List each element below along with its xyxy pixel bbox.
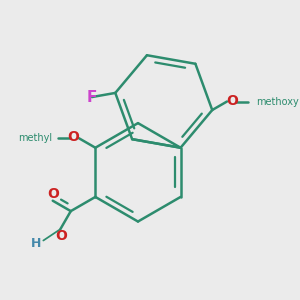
- Text: O: O: [68, 130, 79, 144]
- Text: methyl: methyl: [18, 133, 52, 143]
- Text: O: O: [47, 187, 59, 201]
- Text: F: F: [87, 89, 97, 104]
- Text: H: H: [31, 237, 41, 250]
- Text: methoxy: methoxy: [256, 97, 299, 106]
- Text: O: O: [226, 94, 238, 108]
- Text: O: O: [56, 229, 67, 243]
